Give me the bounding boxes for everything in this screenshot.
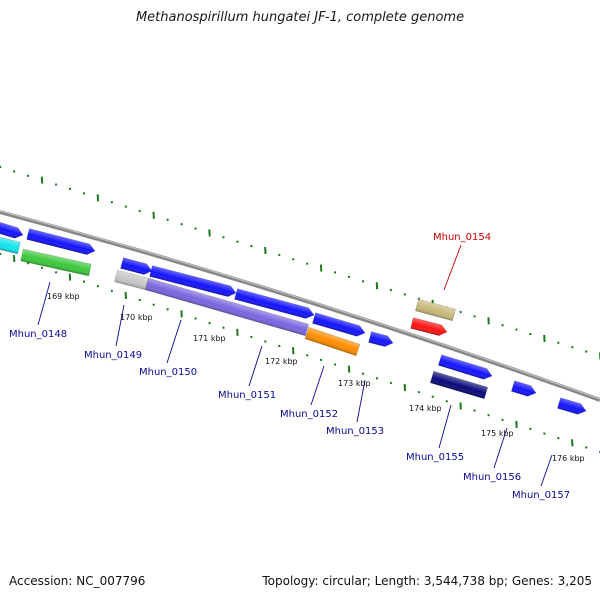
gene-arrow bbox=[120, 257, 153, 275]
gene-arrow bbox=[0, 219, 24, 239]
accession-label: Accession: NC_007796 bbox=[9, 574, 146, 588]
gene-label: Mhun_0149 bbox=[84, 350, 142, 361]
gene-leader-line bbox=[540, 454, 553, 487]
gene-arrow bbox=[511, 380, 537, 397]
gene-leader-line bbox=[438, 404, 452, 449]
gene-leader-line bbox=[166, 319, 182, 364]
genome-backbone bbox=[0, 210, 600, 402]
gene-label: Mhun_0157 bbox=[512, 490, 570, 501]
genome-backbone-highlight bbox=[0, 210, 600, 400]
gene-arrow bbox=[368, 331, 394, 347]
gene-leader-line bbox=[310, 365, 325, 406]
gene-arrow bbox=[415, 298, 456, 322]
genome-summary: Topology: circular; Length: 3,544,738 bp… bbox=[262, 574, 592, 588]
gene-leader-line bbox=[37, 281, 51, 326]
gene-label: Mhun_0154 bbox=[433, 232, 491, 243]
gene-leader-line bbox=[356, 379, 366, 423]
gene-arrow bbox=[410, 317, 448, 336]
gene-label: Mhun_0152 bbox=[280, 409, 338, 420]
gene-leader-line bbox=[248, 345, 263, 387]
gene-arrow bbox=[557, 397, 587, 415]
gene-leader-line bbox=[493, 427, 508, 469]
gene-leader-line bbox=[115, 304, 125, 347]
coordinate-tick-label: 171 kbp bbox=[193, 334, 226, 343]
coordinate-tick-label: 169 kbp bbox=[47, 292, 80, 301]
coordinate-tick-label: 174 kbp bbox=[409, 404, 442, 413]
gene-arrow bbox=[429, 370, 489, 400]
gene-arrow bbox=[20, 248, 92, 277]
gene-arrow bbox=[0, 234, 21, 255]
coordinate-tick-label: 172 kbp bbox=[265, 357, 298, 366]
tick-dots-inner bbox=[0, 252, 600, 454]
gene-arrow bbox=[304, 326, 361, 357]
gene-label: Mhun_0148 bbox=[9, 329, 67, 340]
tick-dots-outer bbox=[0, 165, 600, 360]
map-title: Methanospirillum hungatei JF-1, complete… bbox=[135, 10, 465, 25]
gene-label: Mhun_0156 bbox=[463, 472, 521, 483]
gene-arrow bbox=[312, 312, 366, 337]
coordinate-tick-label: 173 kbp bbox=[338, 379, 371, 388]
gene-arrow bbox=[26, 228, 96, 255]
gene-arrow bbox=[234, 288, 315, 319]
coordinate-tick-label: 175 kbp bbox=[481, 429, 514, 438]
gene-arrow bbox=[438, 354, 493, 380]
gene-label: Mhun_0155 bbox=[406, 452, 464, 463]
gene-leader-line bbox=[443, 244, 462, 291]
gene-label: Mhun_0151 bbox=[218, 390, 276, 401]
coordinate-tick-label: 176 kbp bbox=[552, 454, 585, 463]
gene-label: Mhun_0153 bbox=[326, 426, 384, 437]
gene-arrow bbox=[149, 265, 237, 297]
gene-label: Mhun_0150 bbox=[139, 367, 197, 378]
gene-arrow bbox=[144, 277, 310, 337]
coordinate-tick-label: 170 kbp bbox=[120, 313, 153, 322]
